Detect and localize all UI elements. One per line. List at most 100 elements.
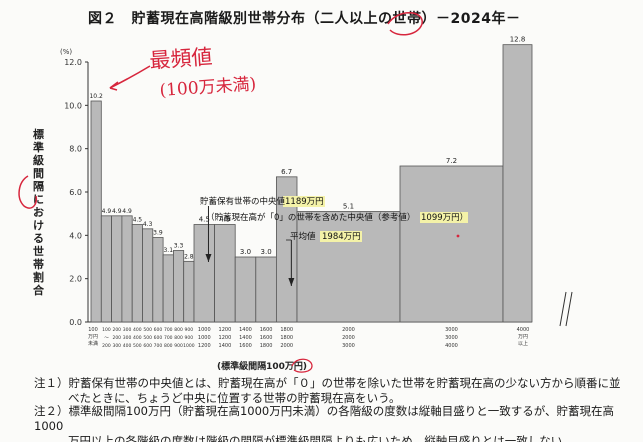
x-tick-label: 1200: [219, 335, 232, 341]
bar: [399, 165, 504, 323]
x-tick-label: 800: [164, 343, 173, 349]
x-tick-label: 500: [143, 335, 152, 341]
bar: [142, 228, 154, 323]
bar-value-label: 4.5: [219, 216, 230, 224]
x-tick-label: 500: [133, 343, 142, 349]
median-value-highlight: [283, 196, 325, 207]
y-tick-label: 4.0: [69, 231, 82, 240]
x-tick-last: 万円: [518, 334, 528, 340]
median-ref-label: （貯蓄現在高が「0」の世帯を含めた中央値（参考値）: [206, 212, 415, 223]
bar-value-label: 3.0: [261, 248, 272, 256]
axis-break-gap: [562, 292, 571, 326]
x-tick-label: 200: [112, 335, 121, 341]
annotations: 貯蓄保有世帯の中央値 1189万円 （貯蓄現在高が「0」の世帯を含めた中央値（参考値…: [200, 196, 468, 286]
x-ticks: 100万円未満100～20020020030030030040040040050…: [88, 327, 529, 372]
median-arrowhead: [205, 254, 212, 262]
y-tick-label: 0.0: [69, 318, 82, 327]
x-tick-label: 1000: [198, 335, 211, 341]
x-tick-label: 2000: [280, 343, 293, 349]
handwritten-circle-xlabel: [291, 358, 313, 373]
x-tick-label: 1200: [219, 327, 232, 333]
x-tick-first: 万円: [88, 334, 98, 340]
bar: [172, 250, 185, 323]
median-value: 1189万円: [285, 197, 324, 207]
x-tick-label: 1400: [239, 327, 252, 333]
x-tick-label: 1400: [219, 343, 232, 349]
y-tick-label: 8.0: [69, 145, 82, 154]
x-tick-label: 900: [174, 343, 183, 349]
x-tick-label: 400: [133, 335, 142, 341]
bar-value-label: 4.3: [143, 221, 153, 228]
y-axis-label: 標準級間隔における世帯割合: [33, 128, 44, 297]
bar-value-label: 10.2: [89, 93, 103, 100]
x-tick-label: 1800: [280, 335, 293, 341]
x-tick-label: 1600: [260, 327, 273, 333]
bar: [111, 215, 123, 323]
x-tick-label: 600: [154, 327, 163, 333]
handwritten-mode-range: (100万未満): [159, 74, 257, 101]
x-tick-label: 900: [185, 327, 194, 333]
x-tick-label: 1200: [198, 343, 211, 349]
note-1: 注１）貯蓄保有世帯の中央値とは、貯蓄現在高が「０」の世帯を除いた世帯を貯蓄現在高…: [34, 376, 634, 406]
x-tick-label: 700: [164, 327, 173, 333]
x-tick-label: 1600: [260, 335, 273, 341]
mean-arrowhead: [288, 278, 295, 286]
bar-value-label: 4.9: [122, 208, 132, 215]
x-tick-label: 800: [174, 335, 183, 341]
x-tick-label: 700: [154, 343, 163, 349]
x-tick-label: 300: [123, 327, 132, 333]
x-tick-label: 200: [102, 343, 111, 349]
x-tick-label: 200: [112, 327, 121, 333]
x-tick-label: 900: [185, 335, 194, 341]
y-ticks: (%) 0.0 2.0 4.0 6.0 8.0 10.0 12.0: [60, 48, 88, 327]
note-1-line-1: 注１）貯蓄保有世帯の中央値とは、貯蓄現在高が「０」の世帯を除いた世帯を貯蓄現在高…: [34, 376, 621, 390]
red-dot: [456, 234, 460, 238]
bar-chart: 10.24.9 4.9 4.94.54.33.93.13.32.84.5 4.53.0…: [18, 12, 573, 373]
bar: [121, 215, 133, 323]
x-tick-label: 1000: [198, 327, 211, 333]
handwritten-mode-note: 最頻値: [149, 45, 214, 73]
bar-value-label: 4.5: [199, 216, 210, 224]
x-tick-label: 400: [123, 343, 132, 349]
bar-value-label: 3.9: [153, 230, 163, 237]
note-2-line-1: 注２）標準級間隔100万円（貯蓄現在高1000万円未満）の各階級の度数は縦軸目盛…: [34, 404, 614, 433]
x-tick-first: 100: [88, 327, 98, 333]
y-tick-label: 10.0: [64, 101, 82, 110]
bar: [255, 256, 277, 323]
bar-value-label: 12.8: [510, 36, 526, 44]
x-tick-last: 4000: [517, 327, 530, 333]
axis-break-line: [559, 291, 567, 327]
bar: [162, 254, 174, 323]
x-tick-label: 300: [123, 335, 132, 341]
x-tick-label: 1600: [239, 343, 252, 349]
handwritten-circle-axis: [18, 175, 38, 209]
x-tick-label: 4000: [445, 343, 458, 349]
axis-break-line: [565, 291, 573, 327]
mean-value-highlight: [320, 231, 362, 242]
bar-value-label: 3.3: [174, 243, 184, 250]
x-axis-label: (標準級間隔100万円): [217, 360, 307, 372]
handwritten-circle-title: [387, 12, 423, 36]
x-tick-label: 2000: [342, 335, 355, 341]
bar: [234, 256, 257, 323]
median-ref-value: 1099万円）: [421, 212, 468, 223]
x-tick-label: ～: [104, 336, 109, 341]
bar-value-label: 5.1: [343, 203, 354, 211]
bar-value-label: 7.2: [446, 157, 457, 165]
x-tick-last: 以上: [518, 340, 528, 347]
bar-value-label: 4.5: [133, 217, 143, 224]
x-tick-label: 400: [133, 327, 142, 333]
bar-value-label: 4.9: [112, 208, 122, 215]
x-tick-label: 600: [143, 343, 152, 349]
bar: [100, 215, 113, 323]
x-tick-label: 1000: [183, 343, 195, 349]
note-2: 注２）標準級間隔100万円（貯蓄現在高1000万円未満）の各階級の度数は縦軸目盛…: [34, 404, 634, 442]
handwritten-arrowhead: [109, 81, 119, 91]
bar-value-label: 4.9: [102, 208, 112, 215]
x-tick-label: 3000: [445, 335, 458, 341]
note-2-line-2: 万円以上の各階級の度数は階級の間隔が標準級間隔よりも広いため、縦軸目盛りとは一致…: [68, 434, 574, 442]
y-tick-label: 6.0: [69, 188, 82, 197]
x-tick-label: 300: [112, 343, 121, 349]
handwritten-arrow: [109, 65, 151, 89]
median-ref-highlight: [420, 212, 468, 223]
